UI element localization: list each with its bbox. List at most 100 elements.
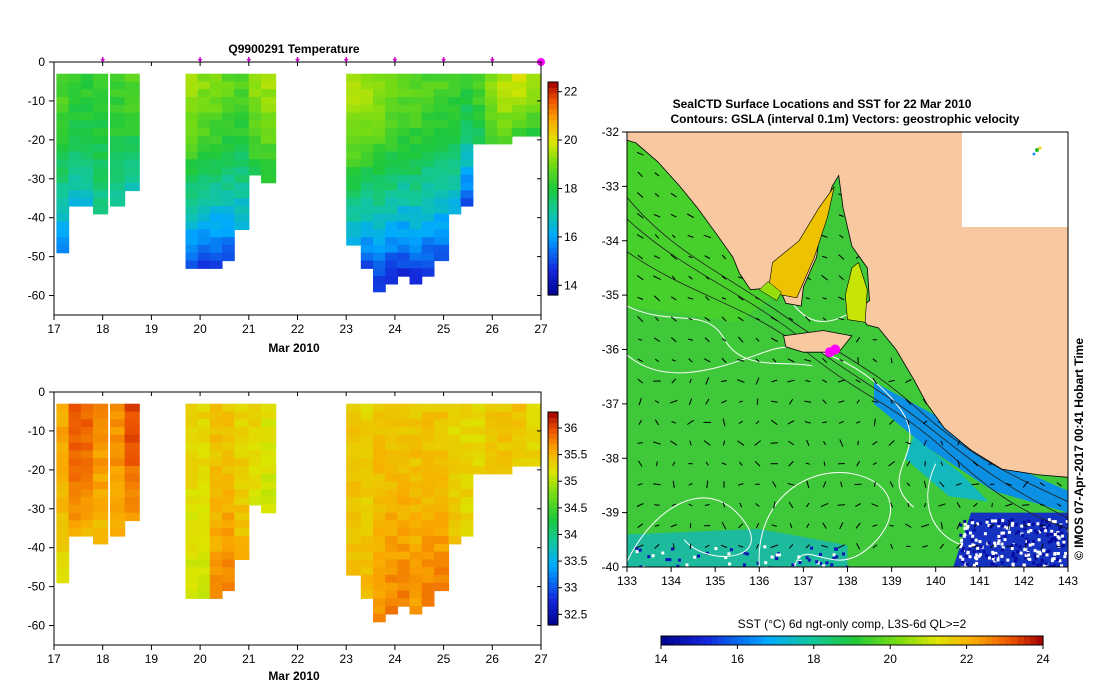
profile-cell [421, 450, 435, 459]
colorbar-segment [548, 598, 558, 605]
profile-cell [185, 159, 199, 168]
profile-cell [93, 182, 109, 192]
profile-cell [511, 128, 527, 137]
profile-cell [397, 167, 411, 176]
profile-cell [68, 458, 82, 467]
profile-cell [185, 512, 199, 522]
velocity-vector [856, 542, 861, 550]
profile-cell [261, 174, 277, 184]
sst-pixel [729, 548, 733, 552]
colorbar-segment [548, 161, 558, 168]
profile-cell [511, 458, 527, 467]
profile-cell [56, 466, 70, 475]
velocity-vector [838, 317, 845, 321]
profile-column [261, 403, 277, 514]
profile-cell [209, 237, 223, 246]
profile-cell [421, 159, 435, 168]
profile-cell [373, 128, 386, 137]
profile-cell [397, 244, 411, 254]
profile-cell [346, 434, 362, 444]
profile-cell [448, 473, 462, 483]
colorbar-segment [985, 636, 993, 645]
profile-cell [385, 434, 398, 444]
profile-cell [448, 536, 462, 545]
profile-cell [93, 97, 109, 106]
profile-cell [360, 442, 374, 451]
sst-pixel [1047, 518, 1051, 522]
sst-pixel [1045, 553, 1049, 557]
colorbar-segment [548, 263, 558, 269]
profile-cell [360, 136, 374, 145]
colorbar-segment [705, 636, 713, 645]
sst-pixel [993, 544, 997, 548]
profile-cell [385, 120, 398, 129]
sst-pixel [974, 538, 978, 542]
profile-cell [460, 442, 474, 451]
profile-cell [248, 112, 262, 121]
velocity-vector [756, 398, 759, 405]
profile-cell [373, 73, 386, 83]
profile-cell [448, 159, 462, 168]
profile-cell [409, 442, 423, 451]
profile-cell [56, 206, 70, 215]
profile-cell [397, 536, 411, 545]
sst-pixel [1047, 540, 1051, 544]
profile-cell [234, 489, 250, 498]
profile-cell [56, 229, 70, 238]
sst-pixel [966, 524, 970, 528]
velocity-vector [704, 337, 710, 343]
profile-cell [80, 81, 94, 90]
profile-cell [261, 473, 277, 483]
colorbar-segment [548, 103, 558, 110]
profile-cell [56, 159, 70, 168]
profile-column [222, 403, 235, 592]
profile-cell [360, 543, 374, 553]
velocity-vector [770, 442, 779, 444]
colorbar-tick-label: 24 [1036, 652, 1050, 666]
profile-cell [460, 497, 474, 506]
profile-cell [409, 73, 423, 83]
velocity-vector [1005, 482, 1012, 486]
velocity-vector [671, 234, 676, 239]
profile-column [460, 403, 474, 537]
velocity-vector [956, 501, 961, 509]
profile-cell [409, 574, 423, 584]
profile-cell [373, 606, 386, 615]
profile-cell [485, 419, 498, 428]
profile-cell [409, 136, 423, 145]
profile-cell [397, 120, 411, 129]
sst-pixel [963, 526, 967, 530]
profile-cell [409, 229, 423, 238]
sst-pixel [997, 539, 1001, 543]
profile-cell [346, 190, 362, 199]
velocity-vector [721, 316, 727, 322]
velocity-vector [755, 377, 760, 385]
velocity-vector [653, 255, 661, 259]
profile-cell [209, 536, 223, 545]
profile-cell [209, 458, 223, 467]
profile-cell [209, 167, 223, 176]
profile-cell [56, 497, 70, 506]
profile-cell [222, 206, 235, 215]
profile-cell [185, 104, 199, 114]
profile-cell [409, 268, 423, 277]
sst-pixel [985, 518, 989, 522]
velocity-vector [805, 544, 810, 549]
velocity-vector [754, 460, 761, 467]
profile-cell [485, 450, 498, 459]
sst-pixel [972, 550, 976, 554]
profile-cell [234, 104, 250, 114]
map-lat-axis: -32-33-34-35-36-37-38-39-40 [602, 125, 627, 574]
temperature-title: Q9900291 Temperature [228, 42, 360, 56]
sst-pixel [842, 552, 845, 556]
x-tick-label: 17 [47, 652, 61, 666]
profile-cell [185, 182, 199, 192]
profile-cell [472, 73, 486, 83]
velocity-vector [839, 358, 844, 362]
velocity-vector [890, 399, 893, 404]
profile-cell [185, 206, 199, 215]
profile-cell [248, 489, 262, 498]
profile-cell [185, 504, 199, 514]
profile-cell [360, 190, 374, 199]
